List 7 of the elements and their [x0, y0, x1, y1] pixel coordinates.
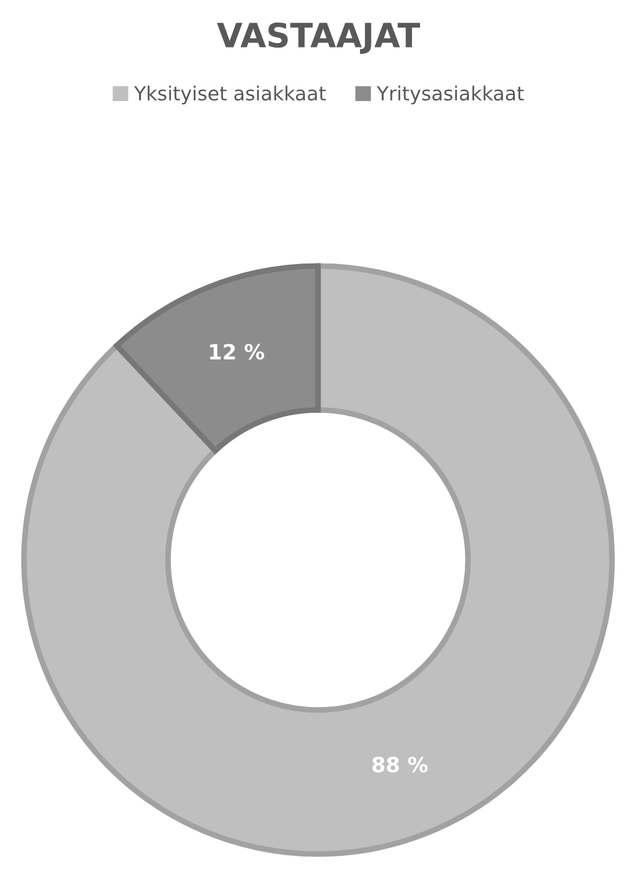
- donut-slice: [21, 263, 615, 857]
- data-label: 12 %: [210, 344, 264, 360]
- legend-label: Yritysasiakkaat: [376, 86, 524, 104]
- donut-slice: [114, 263, 321, 454]
- data-label: 88 %: [372, 756, 428, 772]
- chart-title: VASTAAJAT: [216, 22, 420, 54]
- legend-label: Yksityiset asiakkaat: [134, 86, 326, 104]
